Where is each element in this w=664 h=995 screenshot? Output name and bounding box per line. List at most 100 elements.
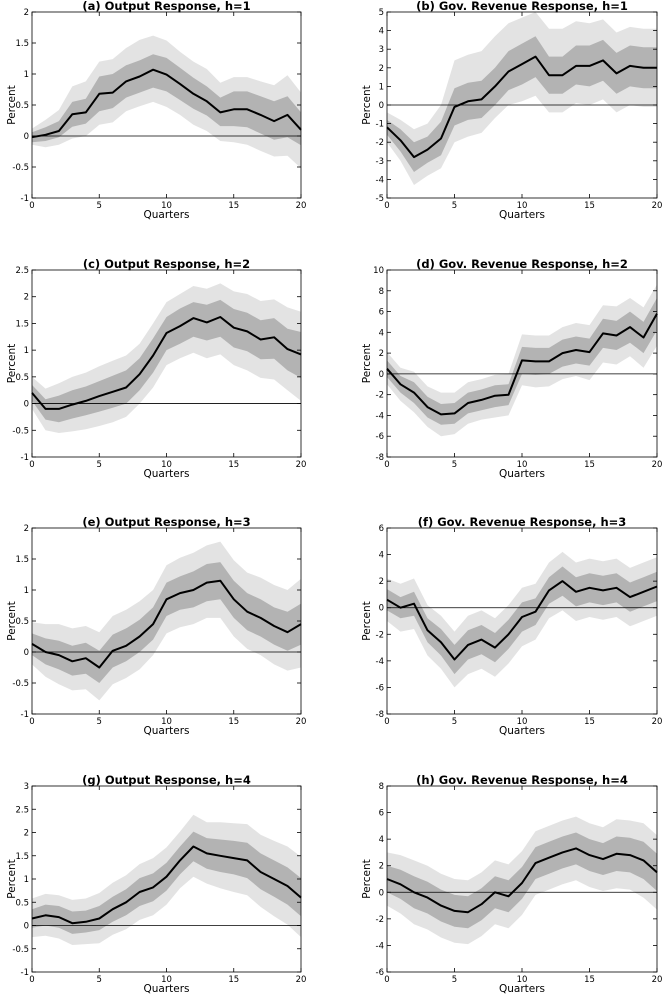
x-tick-label: 10	[161, 975, 172, 985]
panel-title: (a) Output Response, h=1	[82, 0, 250, 13]
panel-title: (d) Gov. Revenue Response, h=2	[416, 257, 628, 271]
y-tick-label: 0	[379, 604, 384, 614]
x-tick-label: 10	[161, 460, 172, 470]
y-tick-label: -0.5	[12, 945, 29, 955]
y-tick-label: 2	[379, 577, 384, 587]
x-tick-label: 20	[652, 717, 663, 727]
y-tick-label: 6	[379, 524, 384, 534]
x-tick-label: 0	[384, 975, 389, 985]
point-estimate-line	[31, 845, 302, 925]
y-tick-label: 2.5	[15, 266, 29, 276]
point-estimate-line	[31, 579, 302, 669]
x-tick-label: 10	[517, 717, 528, 727]
x-axis-label: Quarters	[499, 468, 545, 480]
y-axis-label: Percent	[6, 601, 18, 641]
y-tick-label: -1	[21, 710, 29, 720]
band-90	[32, 35, 301, 169]
x-tick-label: 5	[452, 975, 457, 985]
x-tick-label: 5	[452, 460, 457, 470]
y-axis-label: Percent	[6, 85, 18, 125]
band-68	[32, 54, 301, 146]
y-tick-label: -4	[376, 175, 384, 185]
y-tick-label: -0.5	[12, 163, 29, 173]
y-tick-label: -1	[21, 453, 29, 463]
x-tick-label: 15	[584, 717, 595, 727]
x-axis-label: Quarters	[499, 983, 545, 995]
y-tick-label: 2	[379, 64, 384, 74]
y-axis-label: Percent	[361, 344, 373, 384]
y-tick-label: -2	[376, 138, 384, 148]
panel-c: 0 5 10 15 20 -1 -0.5 0 0.5 1 1.5 2 2.5 (c) Output Res…	[6, 257, 306, 480]
x-tick-label: 5	[97, 460, 102, 470]
y-tick-label: -4	[376, 941, 384, 951]
y-tick-label: 2	[379, 862, 384, 872]
point-estimate-line	[386, 313, 658, 416]
x-tick-label: 15	[584, 460, 595, 470]
y-tick-label: -8	[376, 453, 384, 463]
x-tick-label: 5	[97, 201, 102, 211]
y-tick-label: 0	[24, 132, 29, 142]
y-tick-label: 1	[24, 70, 29, 80]
y-tick-label: -6	[376, 968, 384, 978]
y-tick-label: 0	[379, 370, 384, 380]
x-axis-label: Quarters	[143, 209, 189, 221]
y-tick-label: 0.5	[15, 617, 29, 627]
y-tick-label: -0.5	[12, 679, 29, 689]
point-estimate-line	[386, 55, 657, 159]
y-tick-label: -2	[376, 915, 384, 925]
y-tick-label: -6	[376, 432, 384, 442]
x-tick-label: 20	[296, 201, 307, 211]
y-tick-label: -1	[376, 120, 384, 130]
y-tick-label: -8	[376, 710, 384, 720]
panel-a: 0 5 10 15 20 -1 -0.5 0 0.5 1 1.5 2 (a) Output Respon…	[6, 0, 306, 221]
y-tick-label: 1.5	[15, 555, 29, 565]
x-axis-label: Quarters	[143, 983, 189, 995]
y-tick-label: 4	[379, 328, 384, 338]
y-tick-label: 2.5	[15, 805, 29, 815]
y-tick-label: 8	[379, 782, 384, 792]
y-tick-label: -1	[21, 194, 29, 204]
point-estimate-line	[31, 68, 302, 139]
x-tick-label: 0	[29, 460, 34, 470]
panel-d: 0 5 10 15 20 -8 -6 -4 -2 0 2 4 6 8 10 (d) Gov. Revenue …	[361, 257, 662, 480]
x-tick-label: 0	[384, 717, 389, 727]
x-tick-label: 5	[452, 201, 457, 211]
y-tick-label: 0.5	[15, 373, 29, 383]
y-tick-label: -4	[376, 411, 384, 421]
y-tick-label: 1	[379, 82, 384, 92]
panel-title: (g) Output Response, h=4	[82, 773, 251, 787]
y-tick-label: 6	[379, 809, 384, 819]
x-tick-label: 0	[29, 201, 34, 211]
y-tick-label: 3	[379, 45, 384, 55]
x-tick-label: 20	[652, 460, 663, 470]
x-axis-label: Quarters	[143, 725, 189, 737]
y-tick-label: -1	[21, 968, 29, 978]
y-tick-label: 1.5	[15, 319, 29, 329]
y-tick-label: 3	[24, 782, 29, 792]
y-tick-label: 0	[24, 648, 29, 658]
panel-f: 0 5 10 15 20 -8 -6 -4 -2 0 2 4 6 (f) Gov. Revenue Res…	[361, 515, 662, 737]
band-68	[387, 832, 657, 929]
x-tick-label: 15	[228, 975, 239, 985]
x-tick-label: 0	[29, 975, 34, 985]
x-tick-label: 20	[652, 975, 663, 985]
x-tick-label: 5	[452, 717, 457, 727]
x-tick-label: 5	[97, 975, 102, 985]
y-tick-label: 2	[24, 293, 29, 303]
y-tick-label: 2	[24, 524, 29, 534]
panel-h: 0 5 10 15 20 -6 -4 -2 0 2 4 6 8 (h) Gov. Revenue Resp…	[361, 773, 662, 995]
y-tick-label: 8	[379, 287, 384, 297]
y-tick-label: -5	[376, 194, 384, 204]
y-tick-label: 1	[24, 346, 29, 356]
x-tick-label: 20	[296, 975, 307, 985]
y-axis-label: Percent	[6, 344, 18, 384]
x-axis-label: Quarters	[499, 209, 545, 221]
y-tick-label: 0	[24, 400, 29, 410]
y-tick-label: 5	[379, 8, 384, 18]
x-tick-label: 15	[584, 201, 595, 211]
y-tick-label: -2	[376, 630, 384, 640]
y-axis-label: Percent	[361, 601, 373, 641]
point-estimate-line	[386, 580, 658, 661]
panel-title: (e) Output Response, h=3	[82, 515, 250, 529]
panel-e: 0 5 10 15 20 -1 -0.5 0 0.5 1 1.5 2 (e) Output Respon…	[6, 515, 306, 737]
